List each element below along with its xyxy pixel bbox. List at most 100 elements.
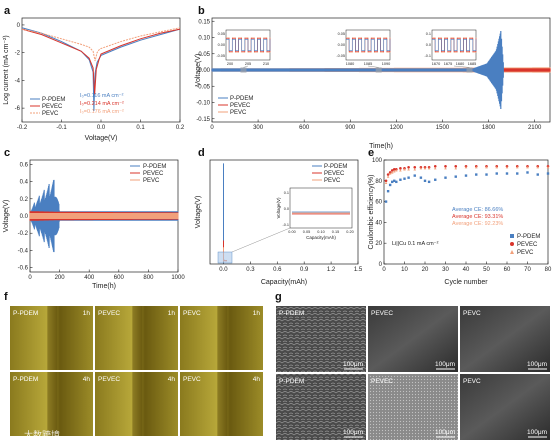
legend-item: PEVC [143, 178, 160, 184]
legend-item: P-PDEM [324, 164, 347, 170]
inset-y-tick-label: 0.1 [426, 32, 431, 36]
annotation-i0-pevec: I₀=0.214 mA cm⁻² [80, 101, 124, 107]
data-point-p-pdem [526, 171, 529, 174]
a-y-tick-label: -4 [15, 78, 21, 84]
plot-frame-d [209, 159, 359, 265]
image-sample-label: P-PDEM [279, 378, 304, 385]
c-y-tick-label: 0.6 [20, 162, 29, 168]
data-point-pevc [526, 165, 529, 169]
e-x-tick-label: 30 [442, 267, 449, 273]
legend-e: P-PDEM PEVEC PEVC [510, 234, 540, 256]
avg-ce-pevec: Average CE: 93.31% [452, 214, 503, 220]
inset-x-tick-label: 210 [263, 62, 269, 66]
legend-item: PEVEC [42, 104, 63, 110]
b-y-tick-label: 0.05 [198, 52, 210, 58]
inset-x-tick-label: 1090 [382, 62, 390, 66]
legend-item: P-PDEM [42, 97, 65, 103]
optical-image-tile: PEVEC 4h [95, 372, 178, 436]
inset-y-tick-label: -0.05 [216, 54, 225, 58]
scale-bar-label: 100μm [343, 429, 363, 436]
inset-d-xlabel: Capacity(mAh) [306, 235, 336, 240]
legend-item: PEVEC [143, 171, 164, 177]
image-sample-label: PEVEC [371, 310, 393, 317]
sem-image-tile: PEVC 100μm [460, 374, 550, 440]
optical-deposition-images: P-PDEM 1h PEVEC 1h PEVC 1h P-PDEM 4h PEVEC 4h PEVC… [10, 306, 263, 436]
a-x-tick-label: 0.0 [97, 125, 106, 131]
a-x-tick-label: -0.1 [56, 125, 67, 131]
c-x-tick-label: 400 [84, 275, 95, 281]
a-x-tick-label: 0.2 [176, 125, 185, 131]
b-y-tick-label: -0.15 [196, 117, 210, 123]
optical-image-tile: PEVC 1h [180, 306, 263, 370]
optical-image-tile: P-PDEM 1h [10, 306, 93, 370]
legend-item: P-PDEM [517, 234, 540, 240]
data-point-pevc [444, 167, 447, 170]
data-point-pevc [427, 167, 431, 170]
panel-label-f: f [4, 291, 8, 303]
test-condition: Li||Cu 0.1 mA cm⁻² [392, 241, 439, 247]
legend-item: PEVEC [324, 171, 345, 177]
legend-item: PEVC [324, 178, 341, 184]
y-axis-label-d: Voltage(V) [195, 196, 202, 229]
b-x-tick-label: 0 [210, 125, 214, 131]
data-point-pevc [433, 167, 437, 170]
inset-d-x-tick: 0.10 [317, 230, 324, 234]
panel-label-c: c [4, 147, 10, 159]
a-y-tick-label: 0 [17, 23, 21, 29]
y-axis-label-c: Voltage(V) [3, 200, 10, 233]
data-point-p-pdem [536, 173, 539, 176]
annotation-i0-p-pdem: I₀=0.116 mA cm⁻² [80, 93, 124, 99]
c-x-tick-label: 0 [28, 275, 32, 281]
e-y-tick-label: 100 [372, 158, 383, 164]
inset-y-tick-label: 0.05 [218, 32, 225, 36]
image-sample-label: P-PDEM [279, 310, 304, 317]
scale-bar-label: 100μm [435, 429, 455, 436]
x-axis-label-c: Time(h) [92, 283, 116, 290]
data-point-p-pdem [391, 180, 394, 184]
inset-d-x-tick: 0.05 [303, 230, 310, 234]
inset-y-tick-label: 0.00 [338, 43, 345, 47]
optical-image-tile: P-PDEM 4h [10, 372, 93, 436]
image-sample-label: PEVC [183, 310, 201, 317]
legend-item: PEVC [517, 250, 534, 256]
c-x-tick-label: 1000 [171, 275, 185, 281]
y-axis-label-a: Log current (mA cm⁻²) [3, 35, 10, 104]
panel-label-a: a [4, 5, 11, 17]
e-y-tick-label: 0 [379, 262, 383, 268]
inset-x-tick-label: 1675 [444, 62, 452, 66]
inset-d: Capacity(mAh) Voltage(V) 0.00 0.05 0.10 0.1… [276, 187, 354, 240]
data-point-p-pdem [427, 180, 431, 184]
legend-c: P-PDEM PEVEC PEVC [130, 164, 166, 184]
sem-image-tile: PEVC 100μm [460, 306, 550, 372]
legend-item: PEVEC [230, 103, 251, 109]
scale-bar-label: 100μm [527, 361, 547, 368]
c-x-tick-label: 600 [114, 275, 125, 281]
legend-b: P-PDEM PEVEC PEVC [218, 96, 253, 116]
a-x-tick-label: -0.2 [17, 125, 28, 131]
data-point-pevec [413, 165, 417, 169]
series-line-pevec [21, 28, 181, 95]
inset-d-y-tick: 0.1 [284, 191, 289, 195]
b-x-tick-label: 600 [299, 125, 310, 131]
e-x-tick-label: 60 [504, 267, 511, 273]
coulombic-efficiency-plot: Cycle number Coulombic efficiency(%) 0 10… [368, 158, 552, 286]
sem-image-tile: PEVEC 100μm [368, 306, 458, 372]
data-point-p-pdem [495, 172, 498, 175]
inset-x-tick-label: 1085 [364, 62, 372, 66]
d-x-tick-label: 1.5 [354, 267, 363, 273]
inset-b-2: 1080 1085 1090 0.05 0.00 -0.05 [336, 29, 391, 73]
symmetric-cell-cycling-long: Time(h) Voltage(V) 0 300 600 900 1200 1500 180… [195, 17, 551, 150]
scale-bar-label: 100μm [435, 361, 455, 368]
data-point-pevc [474, 165, 478, 169]
image-time-label: 4h [253, 376, 261, 383]
optical-image-tile: PEVEC 1h [95, 306, 178, 370]
panel-label-b: b [198, 5, 205, 17]
data-point-pevc [454, 167, 458, 170]
panel-label-e: e [368, 147, 374, 159]
data-point-pevec [407, 165, 410, 169]
b-x-tick-label: 900 [345, 125, 356, 131]
data-point-pevc [546, 165, 550, 169]
e-x-tick-label: 10 [401, 267, 408, 273]
data-point-p-pdem [423, 179, 427, 182]
